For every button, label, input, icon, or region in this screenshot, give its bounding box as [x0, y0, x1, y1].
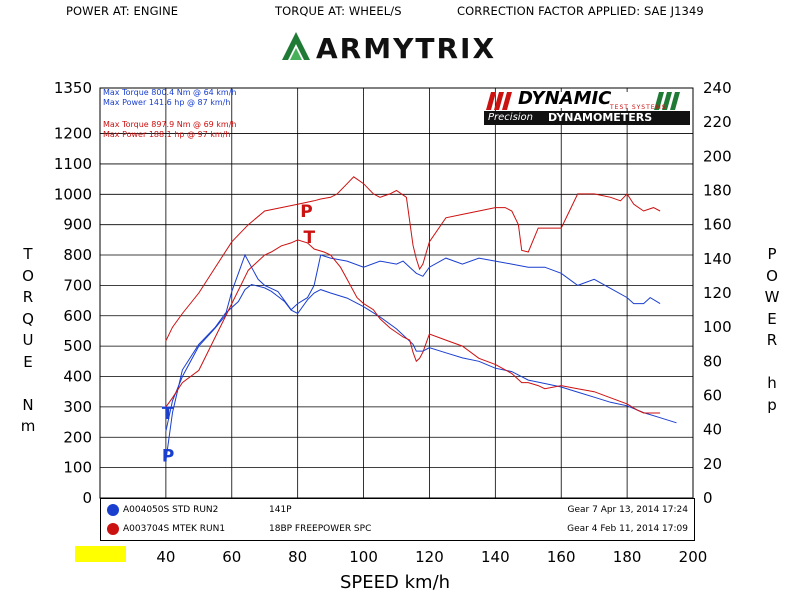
blue-annotations: Max Torque 800.4 Nm @ 64 km/h Max Power …	[103, 88, 237, 108]
curve-label-0: T	[162, 404, 174, 424]
y-left-tick-1350: 1350	[54, 79, 92, 97]
series-0	[165, 253, 661, 432]
legend-dot-red	[107, 523, 119, 535]
x-tick-100: 100	[349, 548, 378, 566]
y-right-tick-20: 20	[703, 455, 722, 473]
legend-id-blue: A004050S STD RUN2	[123, 505, 219, 515]
series-2	[165, 239, 661, 414]
curve-label-1: P	[162, 446, 174, 466]
x-tick-60: 60	[222, 548, 241, 566]
series-1	[165, 283, 677, 461]
legend-run-blue: 141P	[269, 505, 292, 515]
y-right-tick-220: 220	[703, 113, 732, 131]
blue-max-power: Max Power 141.6 hp @ 87 km/h	[103, 98, 231, 107]
y-right-tick-140: 140	[703, 250, 732, 268]
y-left-tick-200: 200	[63, 428, 92, 446]
torque-at-label: TORQUE AT: WHEEL/S	[275, 4, 402, 18]
y-right-tick-40: 40	[703, 421, 722, 439]
y-left-tick-1100: 1100	[54, 155, 92, 173]
y-left-tick-600: 600	[63, 307, 92, 325]
dyno-sub: TEST SYSTEMS	[610, 104, 667, 111]
x-tick-140: 140	[481, 548, 510, 566]
legend: A004050S STD RUN2 141P Gear 7 Apr 13, 20…	[100, 498, 695, 541]
x-tick-40: 40	[156, 548, 175, 566]
y-right-tick-80: 80	[703, 352, 722, 370]
x-tick-200: 200	[679, 548, 708, 566]
legend-info-red: Gear 4 Feb 11, 2014 17:09	[567, 524, 688, 534]
x-tick-highlight	[75, 546, 126, 562]
x-tick-80: 80	[288, 548, 307, 566]
y-left-tick-1200: 1200	[54, 125, 92, 143]
correction-label: CORRECTION FACTOR APPLIED: SAE J1349	[457, 4, 704, 18]
dyno-name: DYNAMIC	[518, 88, 612, 109]
y-right-tick-240: 240	[703, 79, 732, 97]
legend-id-red: A003704S MTEK RUN1	[123, 524, 226, 534]
dyno-tag: DYNAMOMETERS	[548, 111, 653, 124]
legend-run-red: 18BP FREEPOWER SPC	[269, 524, 372, 534]
series-3	[165, 176, 661, 342]
logo-text: ARMYTRIX	[316, 32, 496, 64]
y-right-tick-180: 180	[703, 182, 732, 200]
y-right-tick-160: 160	[703, 216, 732, 234]
x-tick-120: 120	[415, 548, 444, 566]
curve-label-3: T	[304, 228, 316, 248]
dyno-brand-badge: DYNAMIC TEST SYSTEMS Precision DYNAMOMET…	[484, 88, 690, 126]
legend-info-blue: Gear 7 Apr 13, 2014 17:24	[567, 505, 688, 515]
y-right-tick-120: 120	[703, 284, 732, 302]
y-left-tick-800: 800	[63, 246, 92, 264]
plot-frame	[99, 87, 694, 499]
red-annotations: Max Torque 897.9 Nm @ 69 km/h Max Power …	[103, 120, 237, 140]
y-left-tick-900: 900	[63, 216, 92, 234]
y-right-tick-60: 60	[703, 387, 722, 405]
y-left-tick-1000: 1000	[54, 185, 92, 203]
legend-row-red: A003704S MTEK RUN1 18BP FREEPOWER SPC Ge…	[101, 521, 694, 537]
y-right-tick-200: 200	[703, 147, 732, 165]
power-at-label: POWER AT: ENGINE	[66, 4, 179, 18]
red-max-torque: Max Torque 897.9 Nm @ 69 km/h	[103, 120, 237, 129]
y-right-tick-0: 0	[703, 489, 713, 507]
dyno-tag-italic: Precision	[488, 112, 534, 123]
y-left-tick-500: 500	[63, 337, 92, 355]
y-left-tick-400: 400	[63, 368, 92, 386]
x-tick-180: 180	[613, 548, 642, 566]
y-left-tick-0: 0	[82, 489, 92, 507]
y-right-tick-100: 100	[703, 318, 732, 336]
y-left-tick-300: 300	[63, 398, 92, 416]
legend-row-blue: A004050S STD RUN2 141P Gear 7 Apr 13, 20…	[101, 502, 694, 518]
legend-dot-blue	[107, 504, 119, 516]
red-max-power: Max Power 188.1 hp @ 97 km/h	[103, 130, 231, 139]
y-left-tick-700: 700	[63, 276, 92, 294]
x-axis-label: SPEED km/h	[340, 572, 451, 593]
y-left-tick-100: 100	[63, 459, 92, 477]
curve-label-2: P	[300, 202, 312, 222]
x-tick-160: 160	[547, 548, 576, 566]
blue-max-torque: Max Torque 800.4 Nm @ 64 km/h	[103, 88, 237, 97]
armytrix-logo: ARMYTRIX	[282, 32, 496, 64]
